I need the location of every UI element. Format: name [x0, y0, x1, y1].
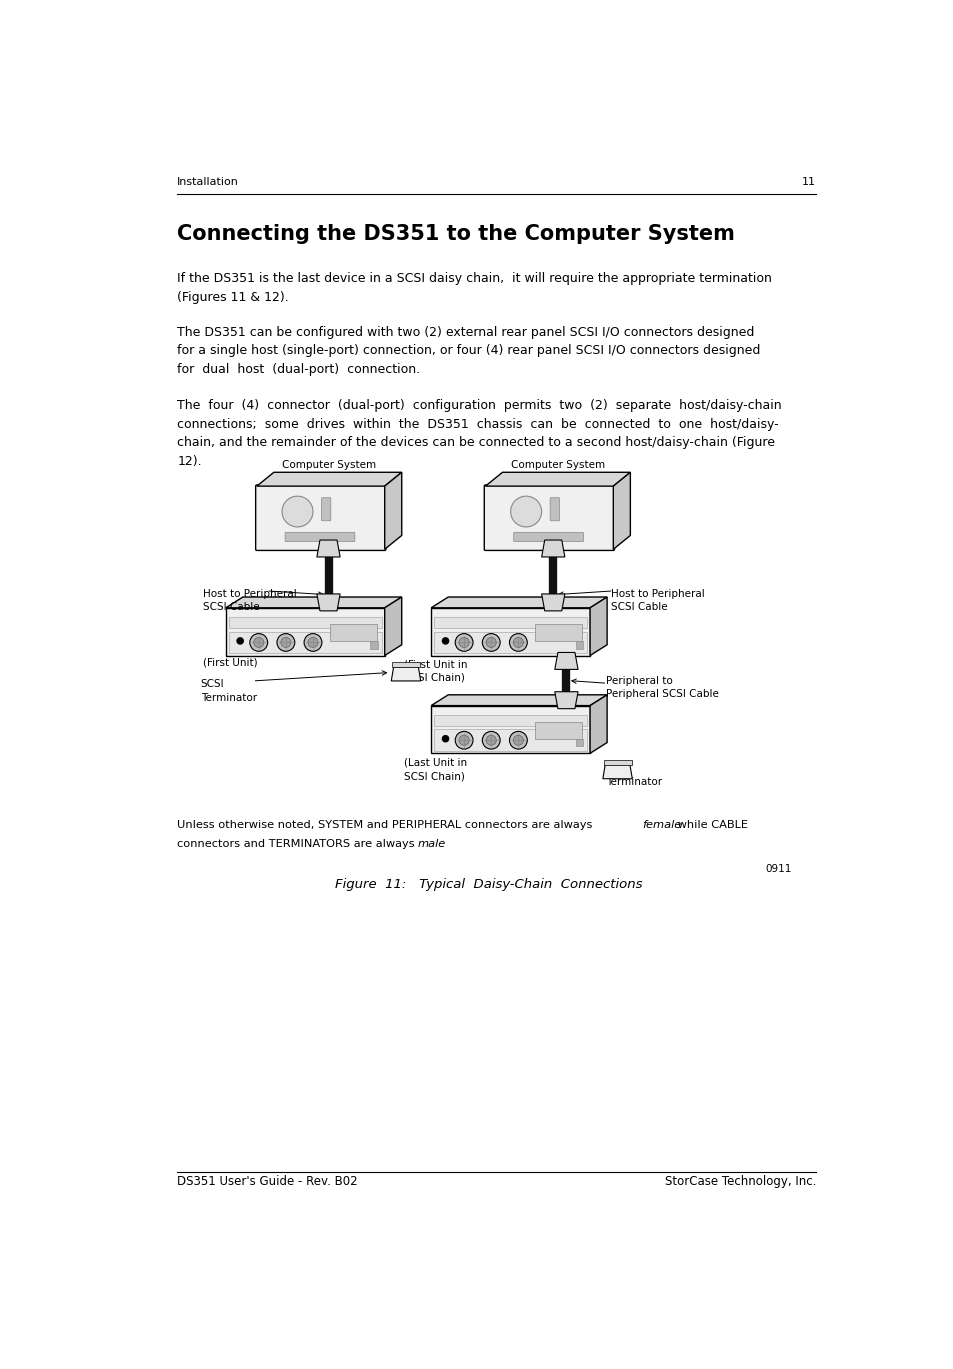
- FancyBboxPatch shape: [392, 663, 419, 667]
- FancyBboxPatch shape: [535, 721, 581, 739]
- Polygon shape: [602, 765, 632, 779]
- Polygon shape: [590, 597, 606, 656]
- Circle shape: [513, 735, 523, 745]
- Polygon shape: [384, 472, 401, 549]
- FancyBboxPatch shape: [226, 608, 384, 656]
- Text: SCSI
Terminator: SCSI Terminator: [200, 679, 256, 702]
- Circle shape: [486, 735, 496, 745]
- Circle shape: [276, 634, 294, 652]
- Polygon shape: [555, 653, 578, 669]
- Text: Computer System: Computer System: [510, 460, 604, 470]
- Text: female: female: [641, 820, 680, 830]
- Circle shape: [509, 731, 527, 749]
- Circle shape: [482, 731, 499, 749]
- Circle shape: [282, 496, 313, 527]
- FancyBboxPatch shape: [321, 498, 331, 520]
- Text: (First Unit): (First Unit): [203, 658, 257, 668]
- Circle shape: [513, 638, 523, 648]
- Text: (Last Unit in
SCSI Chain): (Last Unit in SCSI Chain): [404, 758, 467, 782]
- FancyBboxPatch shape: [330, 624, 376, 641]
- Text: Installation: Installation: [177, 178, 239, 188]
- Text: SCSI
Terminator: SCSI Terminator: [605, 764, 661, 787]
- FancyBboxPatch shape: [603, 760, 631, 765]
- FancyBboxPatch shape: [575, 739, 583, 746]
- FancyBboxPatch shape: [229, 631, 381, 653]
- Circle shape: [442, 638, 448, 643]
- Circle shape: [304, 634, 321, 652]
- Polygon shape: [613, 472, 630, 549]
- Text: The  four  (4)  connector  (dual-port)  configuration  permits  two  (2)  separa: The four (4) connector (dual-port) confi…: [177, 400, 781, 468]
- Polygon shape: [431, 695, 606, 705]
- Polygon shape: [431, 597, 606, 608]
- Circle shape: [455, 634, 473, 652]
- Circle shape: [509, 634, 527, 652]
- FancyBboxPatch shape: [370, 641, 377, 649]
- Circle shape: [250, 634, 268, 652]
- Circle shape: [280, 638, 291, 648]
- Text: StorCase Technology, Inc.: StorCase Technology, Inc.: [664, 1175, 815, 1188]
- Text: Host to Peripheral
SCSI Cable: Host to Peripheral SCSI Cable: [611, 589, 704, 612]
- Circle shape: [455, 731, 473, 749]
- Circle shape: [510, 496, 541, 527]
- Text: Connecting the DS351 to the Computer System: Connecting the DS351 to the Computer Sys…: [177, 225, 735, 244]
- FancyBboxPatch shape: [535, 624, 581, 641]
- Polygon shape: [316, 594, 340, 611]
- Text: Computer System: Computer System: [282, 460, 375, 470]
- FancyBboxPatch shape: [575, 641, 583, 649]
- Text: Unless otherwise noted, SYSTEM and PERIPHERAL connectors are always: Unless otherwise noted, SYSTEM and PERIP…: [177, 820, 596, 830]
- FancyBboxPatch shape: [434, 730, 586, 752]
- Polygon shape: [541, 594, 564, 611]
- Text: Figure  11:   Typical  Daisy-Chain  Connections: Figure 11: Typical Daisy-Chain Connectio…: [335, 878, 642, 891]
- FancyBboxPatch shape: [484, 485, 614, 550]
- Circle shape: [486, 638, 496, 648]
- Text: male: male: [417, 839, 445, 849]
- FancyBboxPatch shape: [434, 617, 586, 628]
- Polygon shape: [391, 667, 420, 680]
- Text: Peripheral to
Peripheral SCSI Cable: Peripheral to Peripheral SCSI Cable: [605, 675, 718, 698]
- FancyBboxPatch shape: [431, 608, 590, 656]
- FancyBboxPatch shape: [550, 498, 558, 520]
- FancyBboxPatch shape: [434, 715, 586, 726]
- Polygon shape: [485, 472, 630, 486]
- Circle shape: [308, 638, 317, 648]
- FancyBboxPatch shape: [229, 617, 381, 628]
- FancyBboxPatch shape: [431, 705, 590, 753]
- Text: DS351 User's Guide - Rev. B02: DS351 User's Guide - Rev. B02: [177, 1175, 357, 1188]
- Text: 11: 11: [801, 178, 815, 188]
- Text: Host to Peripheral
SCSI Cable: Host to Peripheral SCSI Cable: [203, 589, 296, 612]
- Circle shape: [253, 638, 264, 648]
- FancyBboxPatch shape: [285, 533, 355, 542]
- Polygon shape: [590, 695, 606, 753]
- Text: while CABLE: while CABLE: [674, 820, 747, 830]
- Text: 0911: 0911: [765, 864, 791, 875]
- FancyBboxPatch shape: [434, 631, 586, 653]
- Polygon shape: [226, 597, 401, 608]
- Polygon shape: [384, 597, 401, 656]
- Text: The DS351 can be configured with two (2) external rear panel SCSI I/O connectors: The DS351 can be configured with two (2)…: [177, 326, 760, 376]
- Circle shape: [482, 634, 499, 652]
- Circle shape: [236, 638, 243, 643]
- Text: connectors and TERMINATORS are always: connectors and TERMINATORS are always: [177, 839, 418, 849]
- Polygon shape: [316, 539, 340, 557]
- Polygon shape: [256, 472, 401, 486]
- Circle shape: [442, 735, 448, 742]
- Text: (First Unit in
SCSI Chain): (First Unit in SCSI Chain): [404, 660, 468, 683]
- FancyBboxPatch shape: [513, 533, 583, 542]
- Text: If the DS351 is the last device in a SCSI daisy chain,  it will require the appr: If the DS351 is the last device in a SCS…: [177, 272, 771, 304]
- Polygon shape: [555, 691, 578, 709]
- FancyBboxPatch shape: [255, 485, 385, 550]
- Polygon shape: [541, 539, 564, 557]
- Circle shape: [458, 638, 469, 648]
- Circle shape: [458, 735, 469, 745]
- Text: .: .: [440, 839, 444, 849]
